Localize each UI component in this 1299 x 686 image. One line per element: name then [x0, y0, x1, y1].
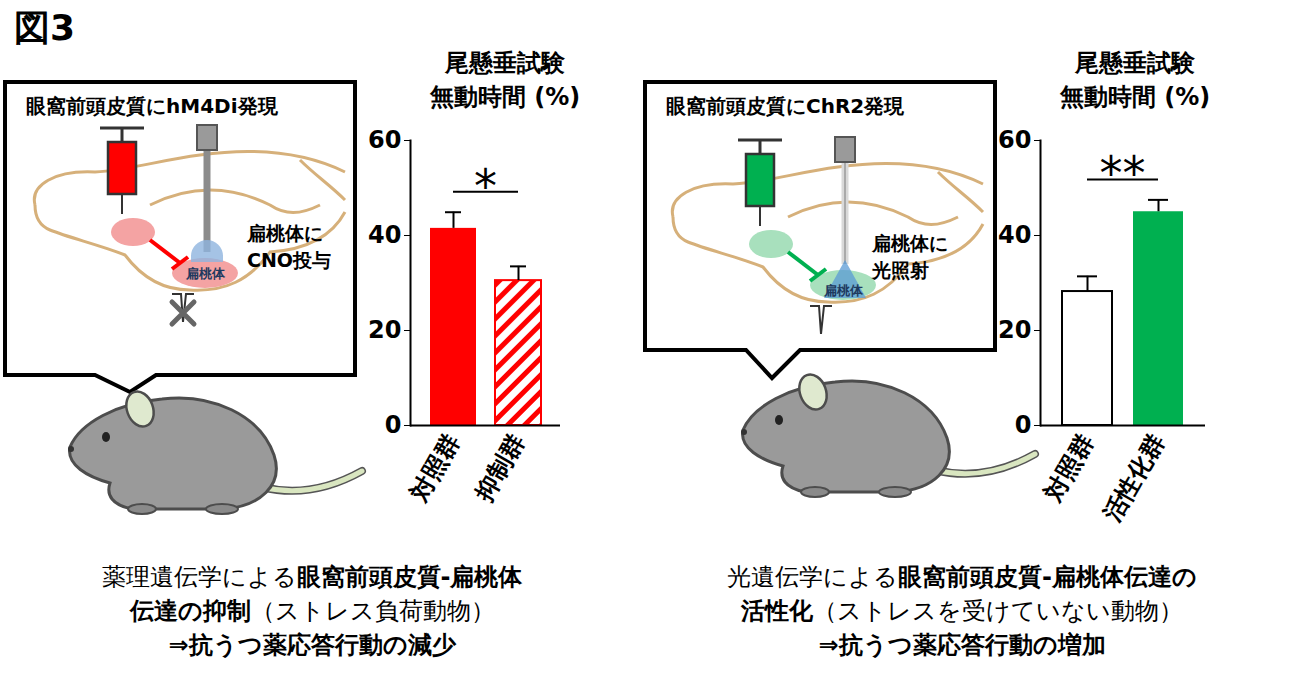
svg-text:0: 0 [385, 411, 402, 439]
svg-text:光照射: 光照射 [871, 259, 929, 281]
html-text:図3: 図3 [14, 7, 76, 48]
html-text:⇒抗うつ薬応答行動の減少: ⇒抗うつ薬応答行動の減少 [168, 631, 456, 659]
svg-text:0: 0 [1015, 411, 1032, 439]
svg-text:眼窩前頭皮質にChR2発現: 眼窩前頭皮質にChR2発現 [666, 94, 905, 118]
svg-text:眼窩前頭皮質にhM4Di発現: 眼窩前頭皮質にhM4Di発現 [26, 94, 279, 118]
svg-text:60: 60 [998, 126, 1031, 154]
html-text:光遺伝学による眼窩前頭皮質-扁桃体伝達の: 光遺伝学による眼窩前頭皮質-扁桃体伝達の [727, 563, 1197, 591]
html-text:無動時間 (%): 無動時間 (%) [429, 83, 581, 111]
svg-text:対照群: 対照群 [1039, 429, 1100, 506]
html-text:尾懸垂試験: 尾懸垂試験 [445, 49, 565, 77]
html-text:薬理遺伝学による眼窩前頭皮質-扁桃体: 薬理遺伝学による眼窩前頭皮質-扁桃体 [101, 563, 523, 591]
svg-text:扁桃体に: 扁桃体に [871, 232, 948, 254]
svg-text:扁桃体: 扁桃体 [185, 266, 226, 281]
svg-text:20: 20 [998, 316, 1031, 344]
html-text:尾懸垂試験: 尾懸垂試験 [1075, 49, 1195, 77]
svg-text:*: * [474, 159, 497, 213]
svg-text:40: 40 [998, 221, 1031, 249]
html-text:⇒抗うつ薬応答行動の増加: ⇒抗うつ薬応答行動の増加 [818, 631, 1106, 659]
svg-text:40: 40 [368, 221, 401, 249]
svg-text:CNO投与: CNO投与 [247, 249, 331, 271]
svg-text:扁桃体: 扁桃体 [823, 283, 864, 298]
html-text:活性化（ストレスを受けていない動物）: 活性化（ストレスを受けていない動物） [741, 597, 1183, 625]
svg-text:対照群: 対照群 [405, 429, 466, 506]
svg-text:20: 20 [368, 316, 401, 344]
svg-text:60: 60 [368, 126, 401, 154]
svg-text:**: ** [1100, 146, 1146, 200]
html-text:伝達の抑制（ストレス負荷動物）: 伝達の抑制（ストレス負荷動物） [129, 597, 495, 625]
svg-text:扁桃体に: 扁桃体に [246, 222, 323, 244]
svg-text:抑制群: 抑制群 [470, 429, 531, 506]
html-text:無動時間 (%): 無動時間 (%) [1059, 83, 1211, 111]
svg-text:活性化群: 活性化群 [1098, 429, 1171, 527]
